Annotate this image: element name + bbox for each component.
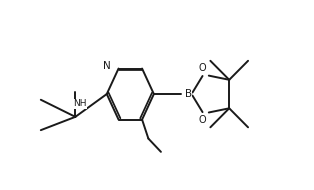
Text: O: O	[199, 115, 206, 125]
Text: O: O	[199, 63, 206, 73]
Text: B: B	[185, 89, 192, 99]
Text: N: N	[103, 61, 111, 71]
Text: NH: NH	[73, 99, 86, 108]
